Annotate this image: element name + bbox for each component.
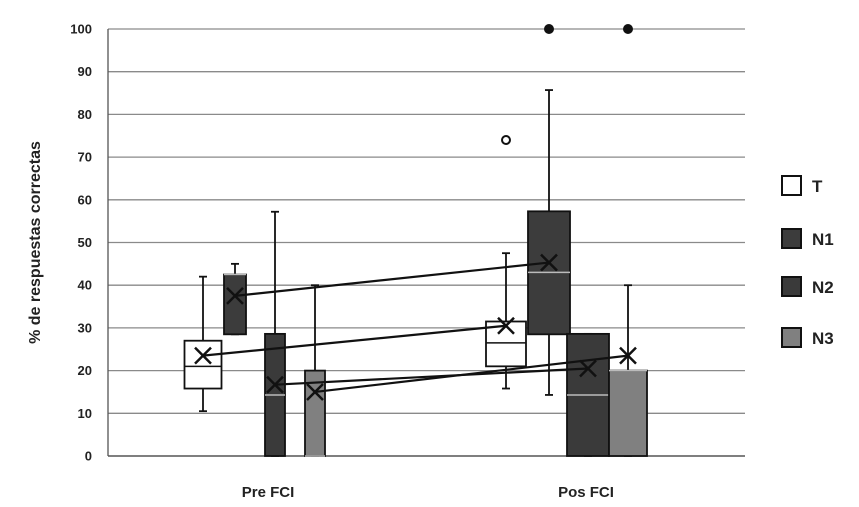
y-tick-label-40: 40 [78, 278, 92, 293]
y-tick-label-0: 0 [85, 449, 92, 464]
mean-line-N3 [314, 354, 629, 394]
legend-swatch-N3 [781, 327, 802, 348]
y-tick-label-60: 60 [78, 192, 92, 207]
y-axis-label: % de respuestas correctas [27, 141, 44, 344]
box-T-pos [485, 320, 527, 368]
legend-label-N2: N2 [812, 278, 834, 297]
y-tick-label-20: 20 [78, 363, 92, 378]
legend-swatch-N1 [781, 228, 802, 249]
outlier-N3-pos-0 [623, 24, 633, 34]
y-tick-label-100: 100 [70, 22, 92, 37]
y-tick-label-50: 50 [78, 235, 92, 250]
legend: T N1 N2 N3 [781, 175, 834, 348]
x-tick-label-0: Pre FCI [242, 484, 295, 501]
y-tick-label-80: 80 [78, 107, 92, 122]
x-axis: Pre FCI Pos FCI [242, 484, 614, 501]
mean-trend-lines [202, 261, 629, 394]
mean-line-T [202, 324, 507, 357]
box-T-pre [183, 339, 223, 390]
outlier-N1-pos-0 [544, 24, 554, 34]
y-axis: 0 10 20 30 40 50 60 70 80 90 100 [70, 22, 109, 464]
y-tick-label-30: 30 [78, 320, 92, 335]
mean-line-N2 [274, 367, 589, 386]
mean-line-N1 [234, 261, 550, 297]
legend-label-T: T [812, 177, 823, 196]
legend-swatch-N2 [781, 276, 802, 297]
outlier-T-pos-0 [501, 135, 511, 146]
y-tick-label-90: 90 [78, 64, 92, 79]
y-tick-label-70: 70 [78, 150, 92, 165]
x-tick-label-1: Pos FCI [558, 484, 614, 501]
box-series [183, 24, 648, 457]
box-N3-pos [608, 369, 648, 457]
box-N1-pre [223, 273, 247, 336]
legend-label-N3: N3 [812, 329, 834, 348]
legend-label-N1: N1 [812, 230, 834, 249]
y-tick-label-10: 10 [78, 406, 92, 421]
legend-swatch-T [781, 175, 802, 196]
